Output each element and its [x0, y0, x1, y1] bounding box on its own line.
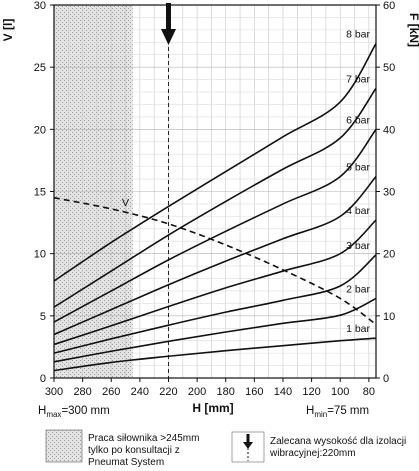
recommended-height-arrow-shaft: [165, 3, 171, 31]
x-tick-label: 140: [274, 386, 292, 398]
y-right-tick-label: 20: [383, 249, 395, 261]
y-right-tick-label: 0: [383, 373, 389, 385]
legend-arrow-text-line: Zalecana wysokość dla izolacji: [270, 436, 406, 447]
x-tick-label: 300: [45, 386, 63, 398]
legend-hatch-text-line: Pneumat System: [88, 457, 164, 468]
curve-label-2-bar: 2 bar: [346, 283, 370, 295]
legend-arrow-head-icon: [243, 442, 253, 449]
x-tick-label: 260: [102, 386, 120, 398]
y-right-tick-label: 40: [383, 124, 395, 136]
h-min-label: Hmin=75 mm: [306, 405, 369, 419]
legend-hatch-text-line: tylko po konsultacji z: [88, 445, 180, 456]
y-left-tick-label: 25: [34, 62, 46, 74]
curve-7-bar: [53, 87, 377, 308]
h-min-rest: =75 mm: [327, 405, 369, 417]
curve-label-7-bar: 7 bar: [346, 73, 370, 85]
curve-5-bar: [53, 176, 377, 336]
y-left-tick-label: 10: [34, 249, 46, 261]
x-tick-label: 80: [363, 386, 375, 398]
x-tick-label: 240: [131, 386, 149, 398]
h-max-main: H: [38, 405, 46, 417]
legend-arrow-text: Zalecana wysokość dla izolacjiwibracyjne…: [269, 436, 406, 459]
curve-label-8-bar: 8 bar: [346, 29, 370, 41]
h-max-rest: =300 mm: [61, 405, 109, 417]
x-tick-label: 120: [302, 386, 320, 398]
curve-8-bar: [53, 43, 377, 282]
x-tick-label: 200: [188, 386, 206, 398]
x-tick-label: 160: [245, 386, 263, 398]
curve-3-bar: [53, 254, 377, 354]
curve-6-bar: [53, 128, 377, 323]
volume-curve-line: [53, 196, 377, 326]
grid: [53, 4, 376, 379]
h-max-label: Hmax=300 mm: [38, 405, 110, 419]
ticks: 300 280 260 240 220 200 180 160 140 120 100 8005101…: [34, 0, 396, 398]
y-right-tick-label: 50: [383, 62, 395, 74]
volume-curve-label: V: [122, 197, 129, 209]
y-left-tick-label: 30: [34, 0, 46, 12]
curve-2-bar: [53, 297, 377, 363]
legend-hatch-text-line: Praca siłownika >245mm: [88, 433, 199, 444]
curve-4-bar: [53, 219, 377, 346]
y-right-tick-label: 30: [383, 187, 395, 199]
legend-arrow-shaft: [246, 434, 250, 443]
h-max-sub: max: [46, 410, 61, 419]
curve-label-4-bar: 4 bar: [346, 205, 370, 217]
x-tick-label: 180: [217, 386, 235, 398]
y-left-tick-label: 5: [40, 311, 46, 323]
h-min-main: H: [306, 405, 314, 417]
y-right-axis-title: F [kN]: [407, 13, 419, 47]
y-left-tick-label: 20: [34, 124, 46, 136]
recommended-height-line: [160, 3, 176, 378]
volume-curve: V: [53, 196, 377, 326]
h-min-sub: min: [314, 410, 327, 419]
legend-arrow-text-line: wibracyjnej:220mm: [269, 448, 356, 459]
x-tick-label: 280: [73, 386, 91, 398]
curve-label-1-bar: 1 bar: [346, 323, 370, 335]
x-tick-label: 220: [159, 386, 177, 398]
legend-hatch-swatch: [45, 429, 83, 463]
curve-label-3-bar: 3 bar: [346, 240, 370, 252]
x-axis-title: H [mm]: [192, 401, 233, 415]
y-right-tick-label: 60: [383, 0, 395, 12]
x-tick-label: 100: [331, 386, 349, 398]
y-left-axis-title: V [l]: [1, 19, 15, 42]
y-right-tick-label: 10: [383, 311, 395, 323]
curve-1-bar: [53, 337, 377, 372]
y-left-tick-label: 0: [40, 373, 46, 385]
recommended-height-arrow-icon: [160, 29, 176, 45]
y-left-tick-label: 15: [34, 187, 46, 199]
